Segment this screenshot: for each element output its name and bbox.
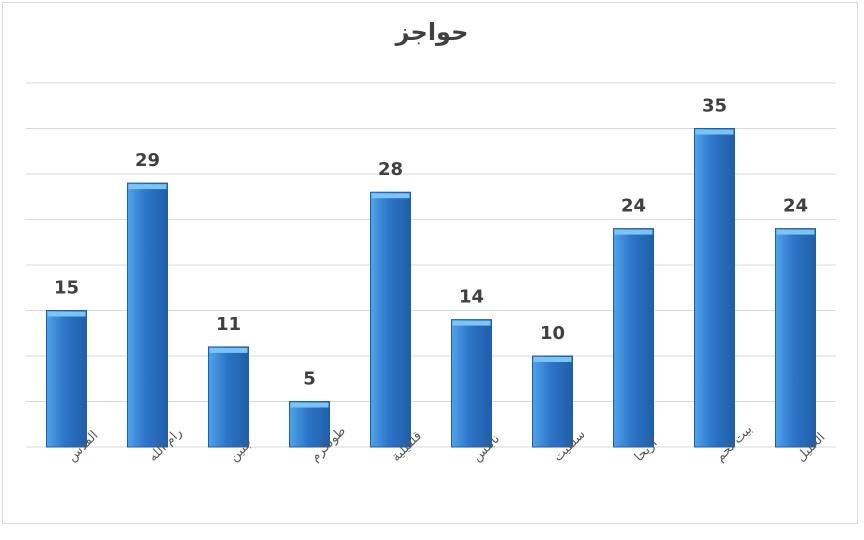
bar-cap [695, 129, 734, 135]
bar-cap [47, 311, 86, 317]
bar [370, 191, 411, 448]
bar [451, 319, 492, 448]
bar-value-label: 28 [378, 159, 403, 180]
bar-cap [209, 347, 248, 353]
bar-cap [776, 229, 815, 235]
bar-cap [533, 357, 572, 362]
value-labels: 15 29 11 5 28 14 10 24 35 24 [54, 96, 808, 390]
bar [289, 401, 330, 448]
bar-value-label: 15 [54, 278, 79, 299]
bar [208, 346, 249, 448]
bar-value-label: 35 [702, 96, 727, 117]
bar-value-label: 24 [783, 196, 808, 217]
bar-value-label: 14 [459, 287, 484, 308]
bar [46, 310, 87, 448]
bar-value-label: 24 [621, 196, 646, 217]
bar [532, 355, 573, 448]
bar-value-label: 10 [540, 323, 565, 344]
bar [613, 228, 654, 448]
bar [694, 128, 735, 448]
bar-cap [128, 184, 167, 190]
bar-cap [371, 193, 410, 199]
bar-cap [452, 320, 491, 326]
bar [127, 182, 168, 448]
bar [775, 228, 816, 448]
bars [46, 128, 816, 448]
bar-cap [614, 229, 653, 235]
bar-value-label: 29 [135, 150, 160, 171]
bar-cap [290, 402, 329, 408]
chart-title: حواجز [395, 18, 469, 46]
bar-value-label: 5 [303, 369, 316, 390]
bar-value-label: 11 [216, 314, 241, 335]
